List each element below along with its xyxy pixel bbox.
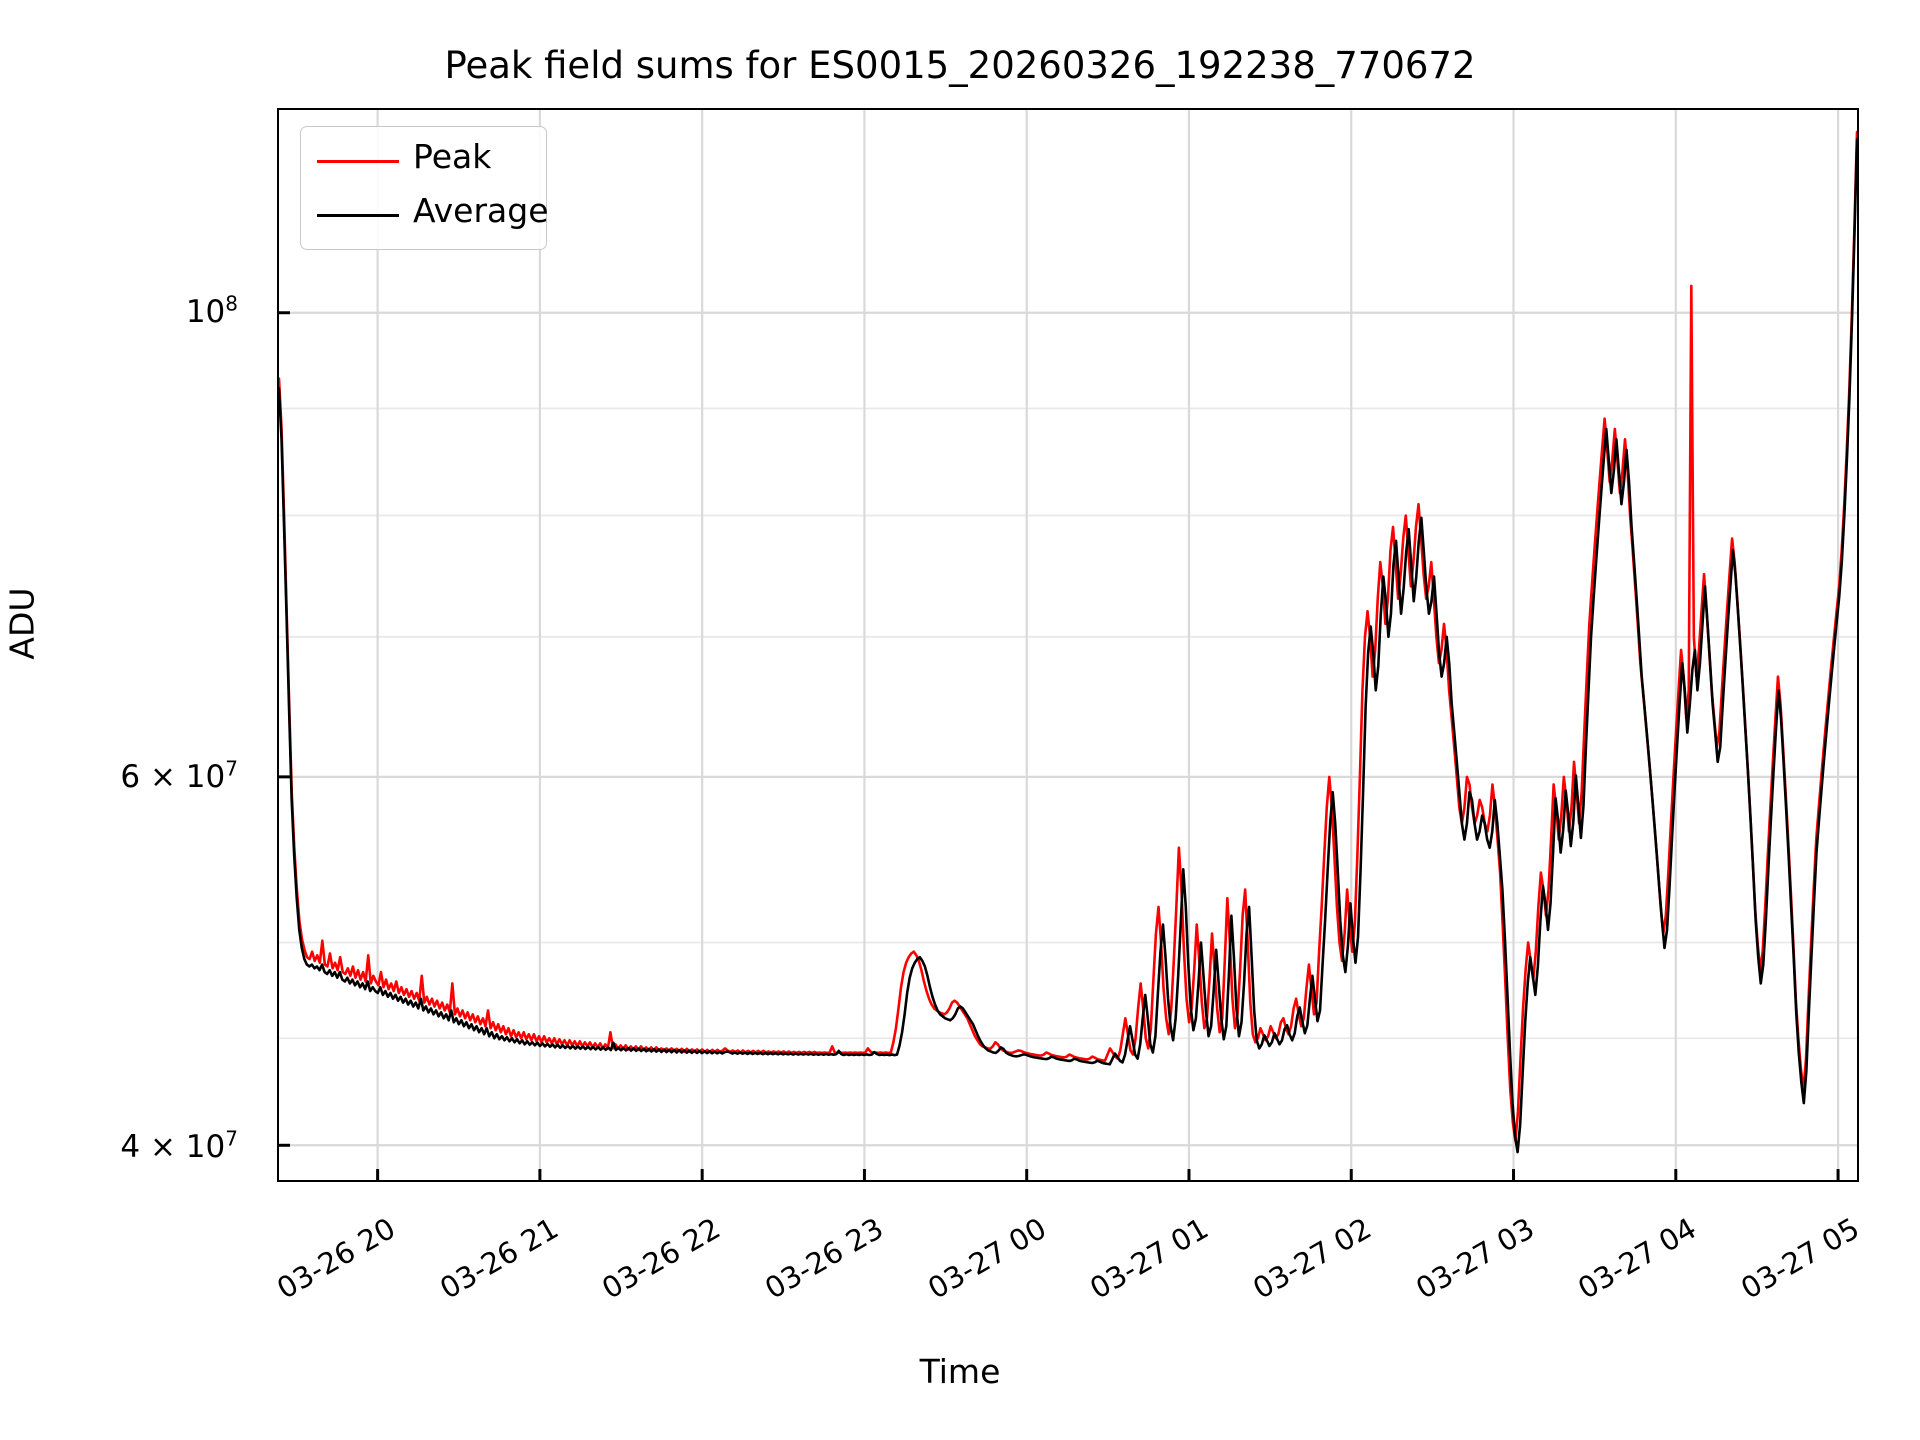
series-lines [279,130,1857,1154]
y-axis-tick-labels: 108 6 × 107 4 × 107 [0,108,262,1182]
y-tick-label: 6 × 107 [120,757,238,796]
y-tick-label: 4 × 107 [120,1126,238,1166]
series-average [279,138,1857,1154]
legend-label-peak: Peak [413,137,492,176]
legend-item-peak[interactable]: Peak [301,135,546,187]
legend-label-average: Average [413,191,549,230]
legend-swatch-peak [317,160,399,163]
gridlines [279,110,1857,1180]
x-axis-tick-labels: 03-26 20 03-26 21 03-26 22 03-26 23 03-27 00… [0,1205,1920,1345]
plot-area [277,108,1859,1182]
x-axis-label: Time [919,1352,1001,1391]
legend-swatch-average [317,214,399,217]
legend[interactable]: Peak Average [300,126,549,250]
page-title: Peak field sums for ES0015_20260326_1922… [444,44,1476,87]
series-peak [279,130,1857,1143]
legend-item-average[interactable]: Average [301,189,549,241]
y-tick-label: 108 [185,291,238,330]
